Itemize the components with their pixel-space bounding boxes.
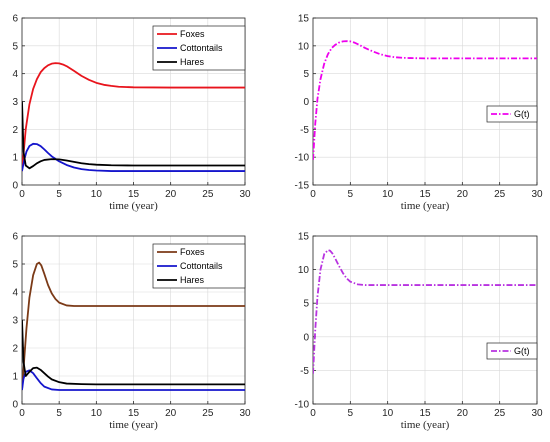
x-axis-label: time (year) — [109, 419, 158, 431]
y-tick-label: 5 — [303, 299, 309, 310]
y-tick-label: 3 — [12, 97, 18, 108]
y-tick-label: -15 — [295, 181, 310, 192]
legend-label: Hares — [180, 275, 205, 285]
y-tick-label: 5 — [303, 69, 309, 80]
x-tick-label: 15 — [419, 408, 431, 419]
x-tick-label: 5 — [56, 408, 62, 419]
legend-label: Cottontails — [180, 43, 223, 53]
y-tick-label: -10 — [295, 400, 310, 411]
y-tick-label: -5 — [300, 366, 309, 377]
x-tick-label: 30 — [531, 189, 543, 200]
x-tick-label: 10 — [382, 189, 394, 200]
legend: G(t) — [486, 342, 538, 360]
y-tick-label: 4 — [12, 69, 18, 80]
y-tick-label: 2 — [12, 125, 18, 136]
x-tick-label: 20 — [457, 408, 469, 419]
x-tick-label: 25 — [202, 408, 214, 419]
x-axis-label: time (year) — [109, 200, 158, 212]
x-tick-label: 5 — [348, 408, 354, 419]
x-axis-label: time (year) — [401, 419, 450, 431]
x-tick-label: 30 — [239, 408, 251, 419]
x-tick-label: 15 — [419, 189, 431, 200]
y-tick-label: 10 — [298, 41, 310, 52]
y-tick-label: 6 — [12, 14, 18, 25]
series-line-hares — [22, 101, 245, 170]
x-tick-label: 10 — [91, 189, 103, 200]
x-tick-label: 5 — [56, 189, 62, 200]
y-tick-label: 0 — [303, 97, 309, 108]
legend-label: Foxes — [180, 29, 205, 39]
y-tick-label: 1 — [12, 153, 18, 164]
y-tick-label: 15 — [298, 232, 310, 243]
y-tick-label: 0 — [12, 400, 18, 411]
x-tick-label: 30 — [239, 189, 251, 200]
series-line-cottontails — [22, 369, 245, 391]
y-tick-label: 10 — [298, 265, 310, 276]
y-tick-label: 0 — [12, 181, 18, 192]
x-axis-label: time (year) — [401, 200, 450, 212]
chart-panel-1: 0 5 10 15 20 25 30 0 1 2 3 4 5 6 time (year) Foxes Cotto… — [12, 14, 251, 213]
legend-label: Foxes — [180, 247, 205, 257]
x-tick-label: 30 — [531, 408, 543, 419]
x-tick-label: 10 — [91, 408, 103, 419]
series-line-foxes — [22, 62, 245, 172]
x-tick-label: 20 — [457, 189, 469, 200]
y-tick-label: 0 — [303, 332, 309, 343]
y-tick-label: 1 — [12, 372, 18, 383]
y-tick-label: 5 — [12, 41, 18, 52]
x-tick-label: 0 — [19, 189, 25, 200]
y-tick-label: -10 — [295, 153, 310, 164]
y-tick-label: 2 — [12, 344, 18, 355]
legend: G(t) — [486, 105, 538, 123]
x-tick-label: 0 — [310, 408, 316, 419]
legend-label: G(t) — [514, 346, 530, 356]
legend-box — [486, 105, 538, 123]
legend-box — [486, 342, 538, 360]
x-tick-label: 0 — [310, 189, 316, 200]
series-line-g-t — [313, 40, 537, 161]
legend-label: Hares — [180, 57, 205, 67]
x-tick-label: 20 — [165, 189, 177, 200]
series-line-foxes — [22, 261, 245, 391]
x-tick-label: 0 — [19, 408, 25, 419]
x-tick-label: 15 — [128, 189, 140, 200]
x-tick-label: 20 — [165, 408, 177, 419]
legend-label: G(t) — [514, 109, 530, 119]
legend: Foxes Cottontails Hares — [152, 243, 246, 289]
x-tick-label: 25 — [202, 189, 214, 200]
x-tick-label: 5 — [348, 189, 354, 200]
series-line-g-t — [313, 249, 537, 374]
x-tick-label: 10 — [382, 408, 394, 419]
x-tick-label: 15 — [128, 408, 140, 419]
legend: Foxes Cottontails Hares — [152, 25, 246, 71]
series-line-cottontails — [22, 142, 245, 172]
x-tick-label: 25 — [494, 189, 506, 200]
chart-panel-3: 0 5 10 15 20 25 30 0 1 2 3 4 5 6 time (year) Foxes Cotto… — [12, 232, 251, 432]
series-line-hares — [22, 319, 245, 386]
y-tick-label: 15 — [298, 14, 310, 25]
y-tick-label: 5 — [12, 260, 18, 271]
x-tick-label: 25 — [494, 408, 506, 419]
y-tick-label: 4 — [12, 288, 18, 299]
y-tick-label: 6 — [12, 232, 18, 243]
y-tick-label: -5 — [300, 125, 309, 136]
y-tick-label: 3 — [12, 316, 18, 327]
legend-label: Cottontails — [180, 261, 223, 271]
